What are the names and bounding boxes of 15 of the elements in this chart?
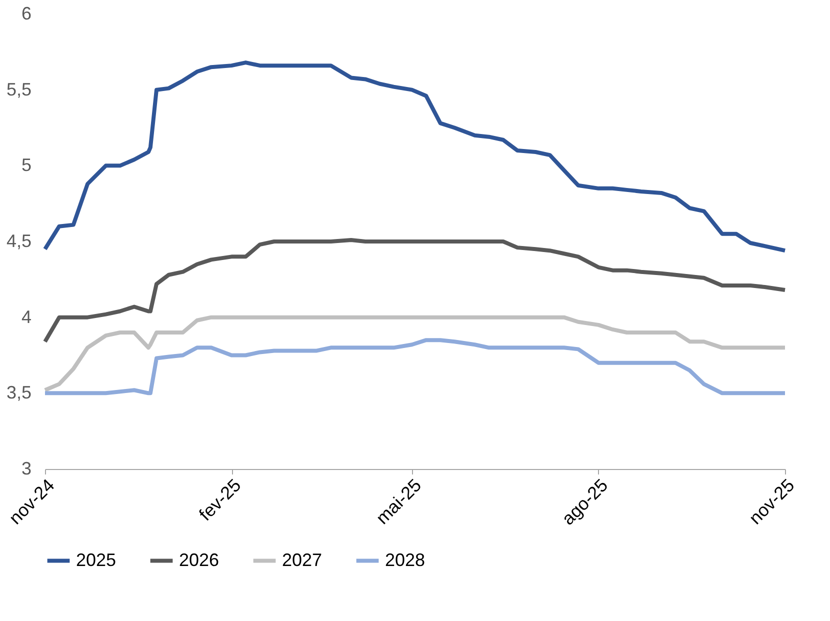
y-tick-label: 4 [21, 306, 32, 327]
y-tick-label: 5 [21, 155, 32, 176]
line-series [43, 315, 787, 392]
y-tick-label: 6 [21, 4, 32, 24]
legend-label: 2028 [385, 550, 426, 570]
y-tick-label: 3,5 [6, 382, 32, 403]
y-tick-label: 4,5 [6, 231, 32, 251]
y-tick-label: 3 [21, 458, 32, 478]
line-series [43, 338, 787, 396]
line-series [43, 238, 787, 344]
y-tick-label: 5,5 [6, 79, 32, 100]
legend-label: 2026 [179, 550, 220, 570]
line-series [43, 60, 787, 253]
legend-label: 2025 [76, 550, 116, 570]
legend-label: 2027 [282, 550, 322, 570]
